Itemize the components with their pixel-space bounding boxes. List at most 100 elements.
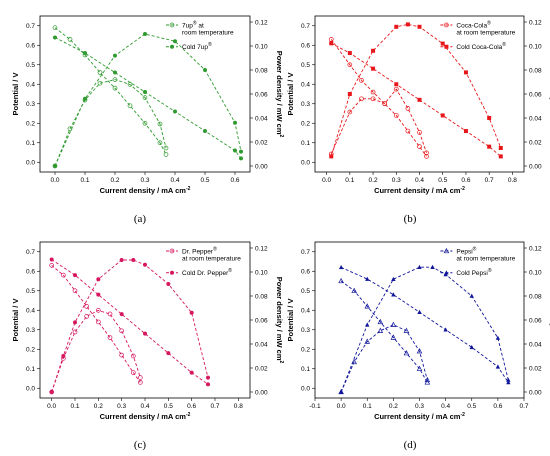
x-tick-label: 0.0: [322, 177, 331, 184]
legend-marker: [169, 248, 175, 254]
data-point: [329, 41, 334, 46]
series-2: [329, 41, 503, 159]
y-tick-label: 0.3: [301, 327, 310, 334]
data-point: [84, 304, 90, 309]
y2-tick-label: 0.12: [255, 245, 268, 252]
data-point: [351, 287, 357, 293]
data-point: [390, 334, 397, 340]
data-point: [440, 41, 445, 46]
y-tick-label: 0.5: [301, 288, 310, 295]
series-line: [54, 37, 242, 159]
data-point: [506, 380, 511, 385]
series-3: [53, 32, 243, 168]
y2-axis-label: Power density / mW cm2: [275, 51, 284, 138]
data-point: [130, 370, 136, 375]
y-tick-label: 0.4: [301, 308, 310, 315]
series-0: [328, 37, 429, 159]
data-point: [84, 314, 90, 319]
data-point: [487, 116, 492, 120]
x-tick-label: 0.5: [164, 403, 173, 410]
data-point: [112, 85, 118, 91]
y2-tick-label: 0.10: [529, 269, 542, 276]
data-point: [416, 348, 423, 354]
data-point: [417, 24, 422, 29]
data-point: [107, 335, 113, 340]
data-point: [163, 145, 169, 151]
y-axis-label: Potential / V: [11, 73, 20, 116]
series-3: [329, 22, 503, 159]
data-point: [338, 389, 344, 394]
data-point: [347, 62, 353, 68]
data-point: [416, 365, 423, 371]
legend-label-text: Coca-Cola: [456, 22, 487, 29]
data-point: [443, 327, 448, 332]
y2-tick-label: 0.00: [255, 389, 268, 396]
data-point: [377, 327, 384, 333]
series-line: [51, 265, 141, 383]
data-point: [359, 77, 364, 83]
y2-tick-label: 0.08: [255, 67, 268, 74]
y-tick-label: 0.4: [301, 82, 310, 89]
x-tick-label: 0.1: [345, 177, 354, 184]
y2-tick-label: 0.00: [529, 163, 542, 170]
y-axis-label: Potential / V: [11, 299, 20, 342]
y2-tick-label: 0.12: [529, 245, 542, 252]
x-tick-label: 0.6: [230, 177, 239, 184]
legend-label: Coca-Cola®: [456, 19, 491, 29]
data-point: [417, 97, 422, 102]
legend-label-text: Cold Dr. Pepper: [182, 270, 229, 277]
series-line: [54, 27, 167, 155]
x-tick-label: 0.5: [467, 403, 476, 410]
series-line: [340, 266, 509, 383]
y-tick-label: 0.4: [26, 308, 35, 315]
x-axis-label-superscript: -2: [460, 412, 465, 418]
data-point: [498, 154, 503, 159]
panel-label: (a): [134, 213, 147, 225]
y2-tick-label: 0.10: [255, 269, 268, 276]
data-point: [338, 264, 344, 270]
data-point: [112, 77, 118, 82]
y-tick-label: 0.2: [26, 347, 35, 354]
data-point: [391, 276, 396, 281]
y-tick-label: 0.1: [26, 366, 35, 373]
y-tick-label: 0.4: [26, 82, 35, 89]
data-point: [495, 335, 501, 340]
data-point: [72, 288, 78, 294]
series-2: [338, 264, 511, 385]
data-point: [239, 149, 243, 154]
x-tick-label: 0.3: [392, 177, 401, 184]
data-point: [137, 380, 143, 385]
chart-panel-b: 0.0 0.1 0.2 0.3 0.4 0.5 0.6 0.7 0.8 0.0 0.1 0.2 0.3 0…: [286, 15, 550, 225]
legend-label-text: Cold Coca-Cola: [456, 44, 502, 51]
data-point: [49, 263, 55, 268]
data-point: [371, 66, 376, 71]
x-tick-label: 0.7: [485, 177, 494, 184]
x-tick-label: 0.5: [438, 177, 447, 184]
data-point: [239, 156, 243, 161]
y2-tick-label: 0.02: [529, 365, 542, 372]
legend-label-superscript: ®: [502, 41, 506, 48]
x-axis-label-text: Current density / mA cm: [374, 186, 461, 195]
legend-label-superscript: ®: [488, 267, 492, 274]
data-point: [394, 24, 399, 29]
series-line: [340, 324, 428, 393]
x-tick-label: 0.2: [110, 177, 119, 184]
legend-label: 7up® at: [182, 19, 204, 29]
series-line: [51, 309, 141, 393]
data-point: [364, 303, 371, 309]
y2-tick-label: 0.12: [529, 19, 542, 26]
legend-marker: [444, 270, 449, 275]
data-point: [119, 352, 125, 358]
legend-marker: [170, 44, 174, 49]
y2-tick-label: 0.10: [255, 43, 268, 50]
data-point: [60, 272, 66, 278]
data-point: [157, 140, 163, 146]
data-point: [119, 328, 125, 334]
x-tick-label: 0.4: [441, 403, 450, 410]
legend-marker: [443, 247, 450, 254]
data-point: [143, 262, 147, 267]
data-point: [49, 390, 54, 394]
series-line: [51, 259, 209, 393]
legend-label-line2: at room temperature: [456, 255, 515, 262]
